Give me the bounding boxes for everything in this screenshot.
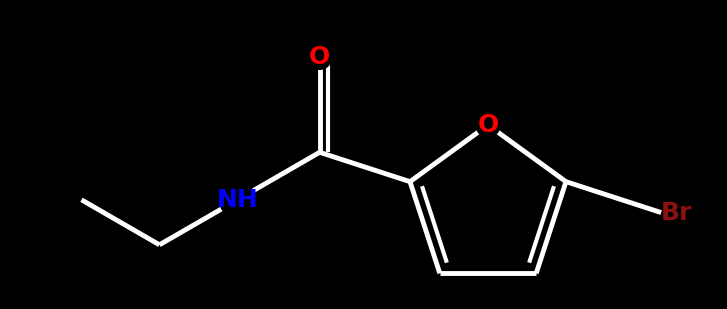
Circle shape xyxy=(476,113,500,137)
Text: O: O xyxy=(309,45,330,69)
Text: NH: NH xyxy=(217,188,258,212)
Text: O: O xyxy=(478,113,499,137)
Circle shape xyxy=(220,182,255,218)
Text: Br: Br xyxy=(661,201,692,225)
Circle shape xyxy=(308,45,332,69)
